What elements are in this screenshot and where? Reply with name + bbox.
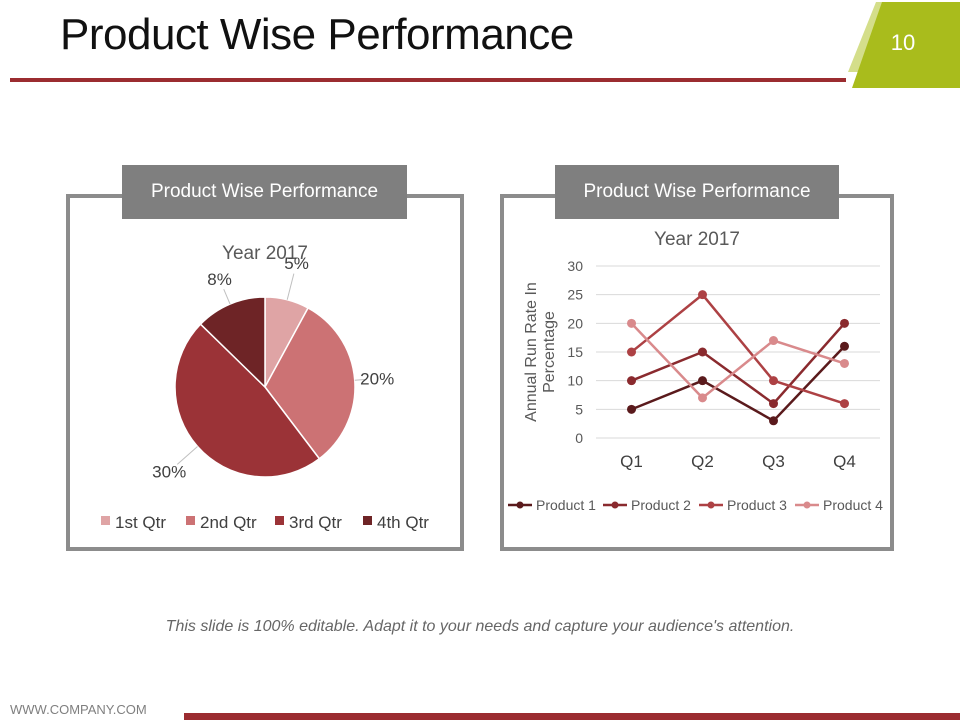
page-number: 10 xyxy=(890,30,916,55)
pie-panel-header: Product Wise Performance xyxy=(122,165,407,219)
footer-website: WWW.COMPANY.COM xyxy=(10,702,147,717)
footer-bar xyxy=(184,713,960,720)
line-panel-header: Product Wise Performance xyxy=(555,165,839,219)
page-number-badge xyxy=(848,2,960,88)
line-chart-panel xyxy=(500,194,894,551)
pie-chart-panel xyxy=(66,194,464,551)
title-underline xyxy=(10,78,846,82)
footer-note: This slide is 100% editable. Adapt it to… xyxy=(165,618,795,635)
badge-shape xyxy=(852,2,960,88)
slide-title: Product Wise Performance xyxy=(60,10,574,59)
